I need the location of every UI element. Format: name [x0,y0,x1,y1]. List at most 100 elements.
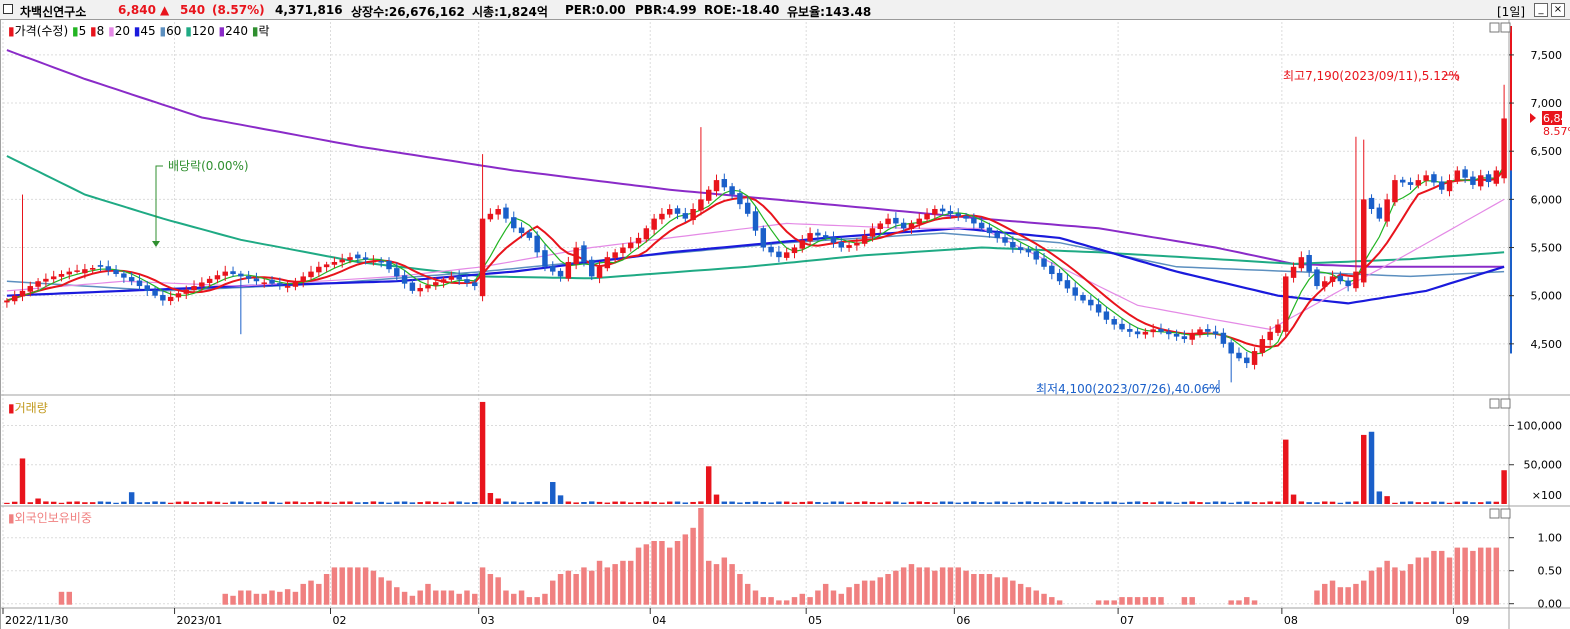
foreign-bar [1314,590,1320,605]
volume-bar [768,502,774,504]
candle-body [947,211,954,214]
foreign-bar [1189,597,1195,605]
price-panel-buttons[interactable] [1489,22,1511,33]
legend-marker: ▮ [181,24,191,38]
candle-body [128,277,135,282]
axis-band-down [1510,170,1512,354]
volume-bar [50,501,57,504]
volume-bar [1166,501,1172,504]
volume-bar [152,501,158,504]
foreign-bar [744,583,751,605]
foreign-bar [721,557,728,605]
candle-body [1017,247,1024,250]
foreign-bar [651,541,657,605]
candle-body [409,282,416,291]
candle-body [971,217,977,224]
foreign-bar [261,593,267,605]
volume-bar [581,501,587,504]
foreign-bar [838,593,845,605]
close-button[interactable]: × [1551,3,1565,17]
last-price-box [1542,111,1562,125]
panel-max-button[interactable] [1500,22,1511,33]
select-checkbox[interactable] [3,4,13,14]
volume-bar [1220,501,1227,504]
volume-bar [924,502,930,504]
foreign-bar [963,570,969,605]
roe-value: ROE:-18.40 [704,3,780,17]
volume-bar [900,502,907,504]
volume-panel-buttons[interactable] [1489,398,1511,409]
volume-bar [160,501,166,504]
volume-max-button[interactable] [1500,398,1511,409]
candle-body [308,271,314,278]
foreign-bar [869,580,876,605]
foreign-bar [705,560,712,605]
volume-bar [893,501,899,504]
volume-bar [1072,501,1078,504]
foreign-max-button[interactable] [1500,508,1511,519]
candle-body [1189,334,1195,340]
candle-body [199,282,205,287]
foreign-panel-buttons[interactable] [1489,508,1511,519]
candle-body [121,273,127,278]
candle-body [1306,254,1312,272]
period-selector[interactable]: [1일] [1497,5,1526,19]
foreign-bar [238,590,244,605]
volume-bar [744,501,751,504]
volume-bar [589,501,595,504]
per-value: PER:0.00 [565,3,626,17]
foreign-bar [783,600,790,605]
foreign-bar [1033,590,1039,605]
volume-bar [651,501,657,504]
candle-body [362,257,369,260]
foreign-bar [1002,577,1008,605]
foreign-bar [378,577,384,605]
foreign-bar [1345,587,1351,605]
candle-layer [4,84,1507,383]
price-tick-label: 5,000 [1531,290,1563,303]
candle-body [924,213,930,220]
candle-body [877,223,883,229]
candle-body [1267,331,1273,341]
low-annotation: 최저4,100(2023/07/26),40.06% [1036,382,1221,396]
volume-bar [1095,502,1102,504]
candle-body [1041,258,1047,267]
volume-min-button[interactable] [1489,398,1500,409]
legend-item: 락 [258,24,269,38]
foreign-bar [284,589,291,605]
candle-body [355,254,361,259]
ma240-line [6,49,1505,268]
candle-body [448,276,455,280]
volume-bar [440,502,447,504]
candle-body [495,209,501,215]
foreign-holding-layer [58,508,1500,605]
candle-body [1064,280,1071,289]
volume-bar [89,502,96,504]
foreign-bar [370,570,377,605]
volume-bar [612,501,618,504]
candle-body [74,270,80,272]
volume-bar [347,501,353,504]
volume-bar [230,501,236,504]
candle-body [347,257,353,260]
foreign-bar [433,590,439,605]
volume-bar [394,501,400,504]
candle-body [316,266,322,273]
foreign-bar [846,587,852,605]
candle-body [511,217,517,229]
legend-item: 45 [140,24,155,38]
foreign-bar [1142,597,1149,605]
volume-bar [503,501,509,504]
volume-bar [1298,501,1305,504]
minimize-button[interactable]: _ [1534,3,1548,17]
foreign-min-button[interactable] [1489,508,1500,519]
volume-bar [1002,501,1008,504]
volume-bar [433,501,439,504]
foreign-bar [1134,597,1141,605]
candle-body [331,261,338,265]
candle-body [861,235,868,244]
foreign-bar [589,570,595,605]
price-tick-label: 5,500 [1531,242,1563,255]
panel-min-button[interactable] [1489,22,1500,33]
volume-bar [596,501,603,504]
